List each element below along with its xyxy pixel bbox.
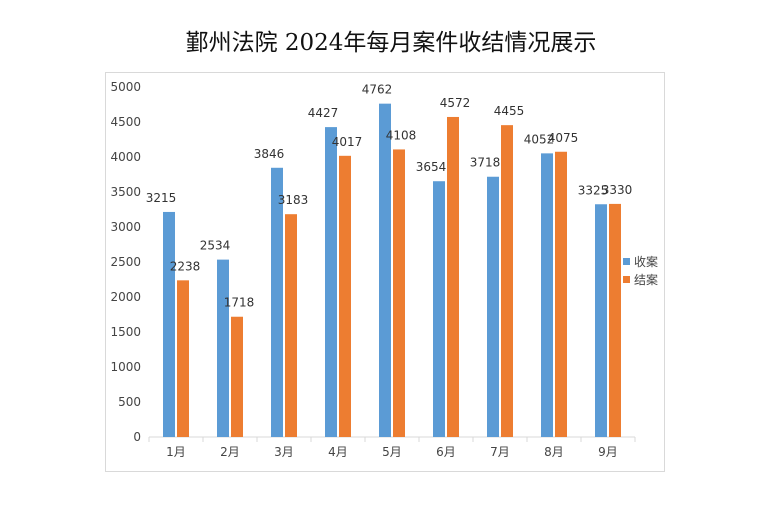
y-tick-label: 4000 bbox=[110, 150, 141, 164]
x-tick-label: 3月 bbox=[274, 445, 294, 459]
data-label: 2534 bbox=[200, 239, 231, 253]
data-label: 4017 bbox=[332, 135, 363, 149]
x-tick-label: 5月 bbox=[382, 445, 402, 459]
data-label: 4108 bbox=[386, 128, 417, 142]
bar-closed bbox=[609, 203, 621, 437]
data-label: 3846 bbox=[254, 147, 285, 161]
bar-received bbox=[325, 127, 337, 438]
data-label: 3183 bbox=[278, 193, 309, 207]
bar-received bbox=[433, 181, 445, 437]
data-label: 1718 bbox=[224, 296, 255, 310]
bar-closed bbox=[393, 149, 405, 437]
bar-closed bbox=[501, 125, 513, 438]
y-tick-label: 1000 bbox=[110, 360, 141, 374]
x-tick-label: 6月 bbox=[436, 445, 456, 459]
data-label: 4075 bbox=[548, 131, 579, 145]
data-label: 4455 bbox=[494, 104, 525, 118]
bar-received bbox=[541, 153, 553, 438]
data-label: 4052 bbox=[524, 132, 555, 146]
x-tick-label: 8月 bbox=[544, 445, 564, 459]
bar-closed bbox=[447, 116, 459, 438]
bar-closed bbox=[555, 151, 567, 437]
bar-received bbox=[271, 167, 283, 437]
data-label: 4427 bbox=[308, 106, 339, 120]
y-tick-label: 3000 bbox=[110, 220, 141, 234]
y-tick-label: 3500 bbox=[110, 185, 141, 199]
bar-received bbox=[379, 103, 391, 437]
legend-swatch-closed bbox=[623, 276, 630, 283]
legend-label: 收案 bbox=[634, 254, 658, 269]
bar-closed bbox=[339, 155, 351, 437]
y-tick-label: 5000 bbox=[110, 80, 141, 94]
bar-closed bbox=[177, 280, 189, 437]
x-tick-label: 2月 bbox=[220, 445, 240, 459]
bar-received bbox=[487, 176, 499, 438]
y-tick-label: 2000 bbox=[110, 290, 141, 304]
y-tick-label: 2500 bbox=[110, 255, 141, 269]
bar-received bbox=[217, 259, 229, 437]
x-tick-label: 9月 bbox=[598, 445, 618, 459]
x-tick-label: 1月 bbox=[166, 445, 186, 459]
x-tick-label: 4月 bbox=[328, 445, 348, 459]
data-label: 3215 bbox=[146, 191, 177, 205]
bar-closed bbox=[285, 214, 297, 437]
data-label: 3330 bbox=[602, 183, 633, 197]
legend-swatch-received bbox=[623, 258, 630, 265]
data-label: 4762 bbox=[362, 83, 393, 97]
x-tick-label: 7月 bbox=[490, 445, 510, 459]
data-label: 3718 bbox=[470, 156, 501, 170]
data-label: 4572 bbox=[440, 96, 471, 110]
bar-received bbox=[163, 211, 175, 437]
y-tick-label: 500 bbox=[118, 395, 141, 409]
bar-received bbox=[595, 204, 607, 437]
chart-title: 鄞州法院 2024年每月案件收结情况展示 bbox=[185, 30, 597, 56]
legend-label: 结案 bbox=[634, 272, 658, 287]
y-tick-label: 1500 bbox=[110, 325, 141, 339]
data-label: 2238 bbox=[170, 259, 201, 273]
bar-closed bbox=[231, 316, 243, 437]
y-tick-label: 0 bbox=[133, 430, 141, 444]
data-label: 3325 bbox=[578, 183, 609, 197]
plot-area-frame bbox=[105, 72, 665, 472]
y-tick-label: 4500 bbox=[110, 115, 141, 129]
data-label: 3654 bbox=[416, 160, 447, 174]
